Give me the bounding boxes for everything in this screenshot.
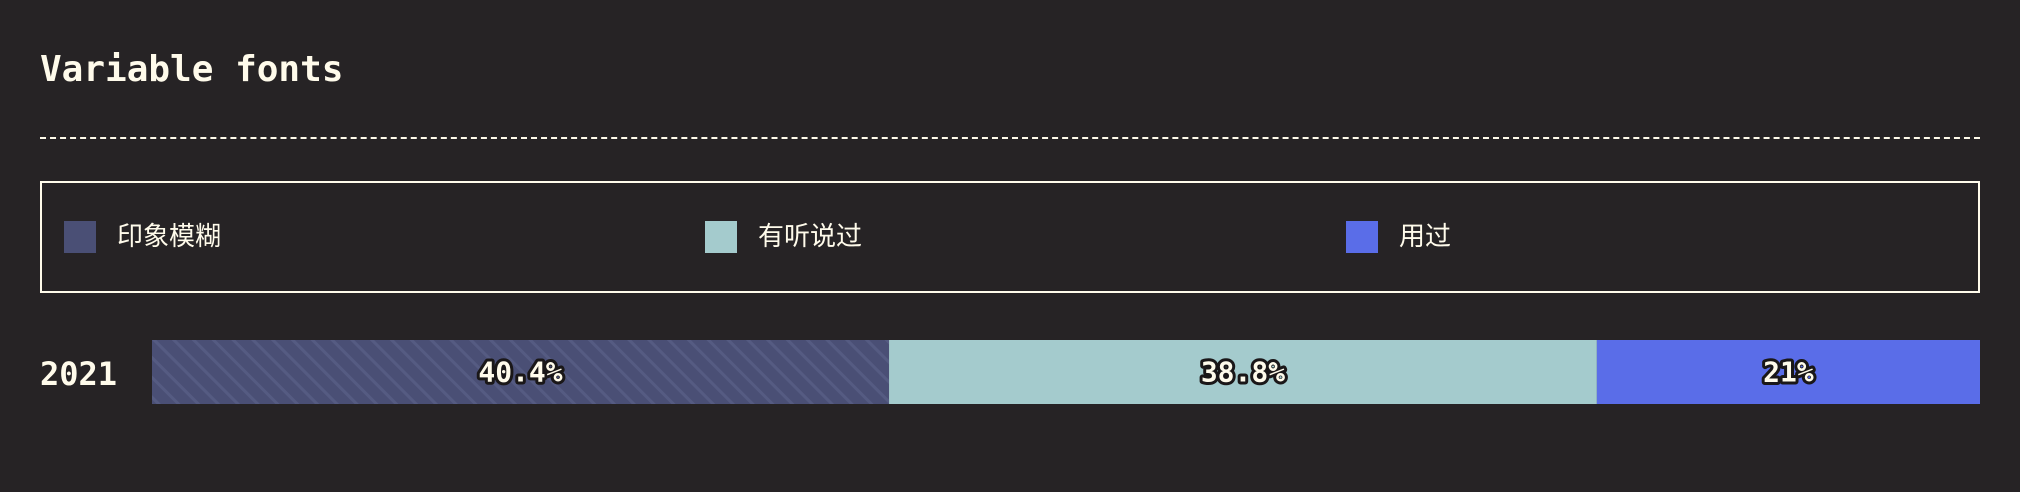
legend-item-vague[interactable]: 印象模糊 bbox=[64, 218, 221, 256]
data-label-used: 21% bbox=[1763, 356, 1814, 389]
chart-legend: 印象模糊 有听说过 用过 bbox=[40, 181, 1980, 293]
data-label-vague: 40.4% bbox=[478, 356, 562, 389]
legend-swatch-used bbox=[1346, 221, 1378, 253]
bar-segment-used[interactable] bbox=[1596, 340, 1980, 404]
legend-label-vague: 印象模糊 bbox=[117, 222, 222, 252]
row-label-2021: 2021 bbox=[40, 355, 118, 393]
legend-swatch-heard bbox=[705, 221, 737, 253]
chart-title: Variable fonts bbox=[40, 49, 344, 90]
title-divider bbox=[40, 137, 1980, 139]
legend-label-heard: 有听说过 bbox=[758, 222, 863, 252]
stacked-bar-chart: 40.4% 38.8% 21% bbox=[152, 340, 1980, 404]
bar-segment-vague[interactable] bbox=[152, 340, 890, 404]
data-label-heard: 38.8% bbox=[1201, 356, 1285, 389]
legend-swatch-vague bbox=[64, 221, 96, 253]
bar-segment-heard[interactable] bbox=[889, 340, 1597, 404]
legend-label-used: 用过 bbox=[1399, 222, 1452, 252]
legend-item-heard[interactable]: 有听说过 bbox=[705, 218, 862, 256]
legend-item-used[interactable]: 用过 bbox=[1346, 218, 1451, 256]
